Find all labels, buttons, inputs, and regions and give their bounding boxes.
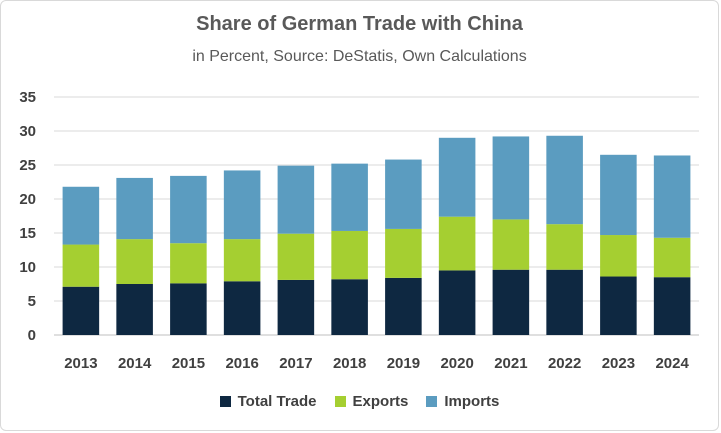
bar-exports-2018	[331, 230, 368, 280]
bar-exports-2024	[653, 237, 691, 278]
legend-label: Exports	[352, 393, 409, 410]
legend-item-total-trade: Total Trade	[219, 393, 317, 410]
x-tick-label: 2021	[494, 355, 527, 372]
bar-total-trade-2023	[600, 276, 637, 335]
y-axis-ticks: 0 5 10 15 20 25 30 35	[19, 89, 36, 344]
bar-imports-2016	[223, 170, 261, 240]
legend-item-exports: Exports	[334, 393, 409, 410]
bar-imports-2021	[492, 136, 530, 220]
legend-swatch	[219, 396, 231, 407]
bar-imports-2023	[600, 154, 637, 236]
bar-exports-2023	[600, 235, 637, 277]
bar-imports-2018	[331, 163, 368, 231]
bar-imports-2017	[277, 165, 315, 234]
chart-subtitle: in Percent, Source: DeStatis, Own Calcul…	[192, 48, 527, 65]
bar-imports-2014	[116, 177, 153, 240]
legend-swatch	[426, 396, 438, 407]
bar-imports-2019	[385, 159, 422, 229]
legend-label: Imports	[444, 393, 500, 410]
legend-swatch	[334, 396, 346, 407]
x-tick-label: 2023	[602, 355, 635, 372]
bar-imports-2024	[653, 155, 691, 238]
bar-total-trade-2020	[438, 270, 476, 335]
x-tick-label: 2016	[225, 355, 258, 372]
bar-total-trade-2019	[385, 277, 422, 335]
bar-exports-2019	[385, 228, 422, 278]
bar-imports-2013	[62, 186, 100, 245]
bars	[62, 135, 691, 335]
bar-total-trade-2017	[277, 279, 315, 335]
x-tick-label: 2024	[655, 355, 689, 372]
bar-total-trade-2014	[116, 284, 153, 335]
bar-total-trade-2016	[223, 281, 261, 335]
bar-total-trade-2015	[170, 283, 207, 335]
bar-total-trade-2022	[546, 269, 583, 335]
bar-exports-2016	[223, 239, 261, 282]
bar-exports-2021	[492, 219, 530, 270]
bar-exports-2022	[546, 224, 583, 270]
bar-exports-2014	[116, 239, 153, 284]
bar-imports-2015	[170, 175, 207, 244]
chart-title: Share of German Trade with China	[196, 13, 523, 35]
bar-total-trade-2021	[492, 269, 530, 335]
x-tick-label: 2022	[548, 355, 581, 372]
gridlines	[54, 96, 699, 336]
bar-total-trade-2018	[331, 279, 368, 335]
y-tick-label: 15	[19, 225, 36, 242]
legend-label: Total Trade	[237, 393, 317, 410]
bar-total-trade-2013	[62, 286, 100, 335]
y-tick-label: 30	[19, 123, 36, 140]
x-tick-label: 2017	[279, 355, 312, 372]
y-tick-label: 10	[19, 259, 36, 276]
bar-exports-2013	[62, 244, 100, 287]
x-tick-label: 2013	[64, 355, 97, 372]
x-tick-label: 2018	[333, 355, 366, 372]
y-tick-label: 20	[19, 191, 36, 208]
bar-total-trade-2024	[653, 277, 691, 335]
y-tick-label: 25	[19, 157, 36, 174]
legend-item-imports: Imports	[426, 393, 499, 410]
legend: Total Trade Exports Imports	[1, 393, 718, 410]
x-tick-label: 2014	[118, 355, 152, 372]
x-tick-label: 2019	[387, 355, 420, 372]
y-tick-label: 0	[28, 327, 36, 344]
bar-exports-2015	[170, 243, 207, 284]
bar-exports-2020	[438, 216, 476, 271]
x-tick-label: 2015	[172, 355, 205, 372]
y-tick-label: 35	[19, 89, 36, 106]
bar-exports-2017	[277, 233, 315, 280]
bar-imports-2022	[546, 135, 583, 225]
x-axis-ticks: 2013 2014 2015 2016 2017 2018 2019 2020 2021 2022…	[64, 355, 689, 372]
bar-imports-2020	[438, 137, 476, 217]
x-tick-label: 2020	[440, 355, 473, 372]
y-tick-label: 5	[28, 293, 36, 310]
